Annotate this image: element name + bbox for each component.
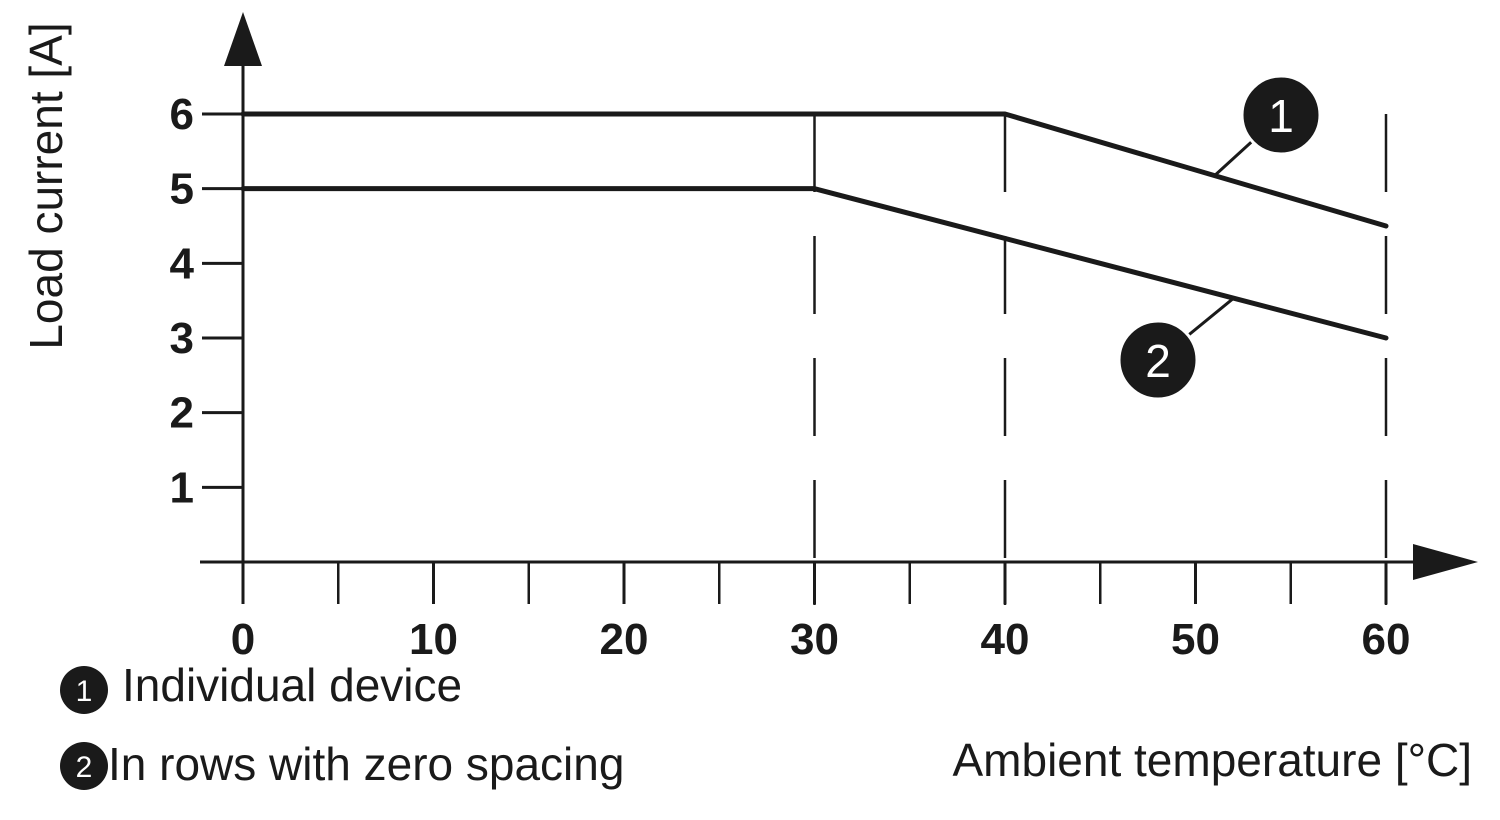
x-tick-label-60: 60 — [1362, 615, 1411, 664]
x-axis-title: Ambient temperature [°C] — [953, 734, 1473, 786]
y-tick-label-1: 1 — [170, 463, 194, 512]
legend-marker-2-number: 2 — [76, 751, 93, 784]
legend: 1 Individual device 2 In rows with zero … — [60, 659, 624, 790]
callout-marker-1 — [1240, 74, 1322, 156]
x-axis-arrow — [1413, 544, 1478, 580]
legend-item-1-label: Individual device — [122, 659, 462, 711]
callout-marker-1-number: 1 — [1268, 90, 1294, 142]
x-tick-label-10: 10 — [409, 615, 458, 664]
y-axis-title: Load current [A] — [20, 22, 72, 349]
x-tick-label-20: 20 — [600, 615, 649, 664]
legend-marker-1-number: 1 — [76, 675, 93, 708]
legend-item-2: 2 In rows with zero spacing — [60, 738, 624, 790]
series-line-2 — [240, 186, 1389, 341]
axes — [200, 12, 1478, 604]
y-tick-label-4: 4 — [170, 239, 195, 288]
y-tick-label-3: 3 — [170, 314, 194, 363]
reference-lines — [813, 114, 1388, 605]
series-markers: 12 — [1117, 74, 1322, 401]
y-tick-label-2: 2 — [170, 389, 194, 438]
callout-marker-2-number: 2 — [1145, 335, 1171, 387]
legend-marker-1 — [60, 666, 108, 714]
legend-item-2-label: In rows with zero spacing — [108, 738, 624, 790]
y-axis-arrow — [224, 12, 262, 66]
callout-marker-2 — [1117, 319, 1199, 401]
x-tick-label-50: 50 — [1171, 615, 1220, 664]
y-tick-label-6: 6 — [170, 90, 194, 139]
x-tick-label-0: 0 — [231, 615, 255, 664]
series-line-1 — [240, 111, 1389, 229]
series-lines — [240, 111, 1389, 341]
x-tick-label-30: 30 — [790, 615, 839, 664]
x-tick-label-40: 40 — [981, 615, 1030, 664]
legend-marker-2 — [60, 742, 108, 790]
y-tick-label-5: 5 — [170, 165, 194, 214]
legend-item-1: 1 Individual device — [60, 659, 462, 714]
